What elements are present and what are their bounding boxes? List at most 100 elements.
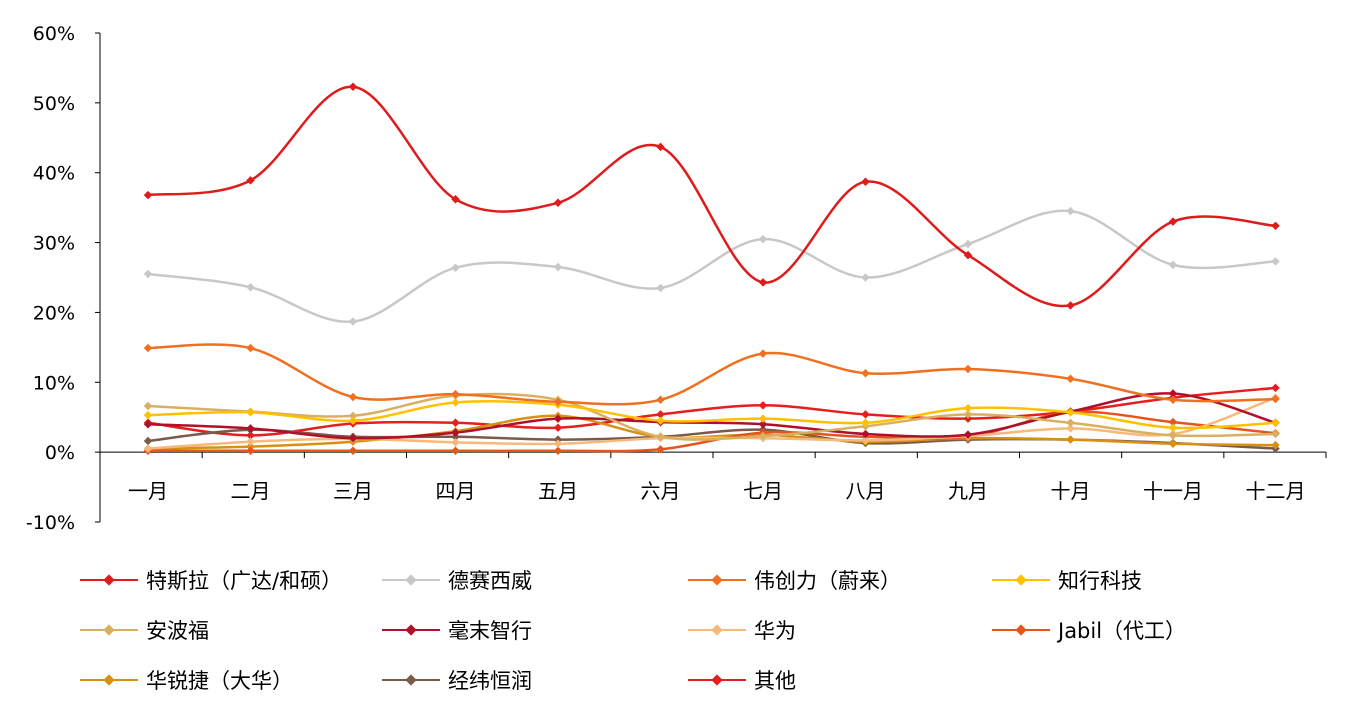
data-point	[1271, 440, 1280, 450]
data-point	[1168, 423, 1178, 432]
data-point	[348, 416, 358, 425]
data-point	[553, 446, 563, 455]
data-point	[348, 82, 358, 92]
data-point	[143, 444, 153, 453]
data-point	[1066, 374, 1075, 384]
y-tick-label: -10%	[26, 512, 75, 534]
legend-item: 华为	[688, 610, 796, 650]
series-0	[143, 82, 1280, 310]
data-point	[1271, 257, 1280, 266]
legend-swatch	[992, 623, 1050, 637]
legend-item: 安波福	[80, 610, 209, 650]
x-axis: 一月 二月 三月 四月 五月 六月 七月 八月 九月 十月 十一月 十二月	[99, 451, 1327, 503]
series-line	[147, 392, 1276, 440]
data-point	[348, 433, 358, 443]
data-point	[143, 401, 153, 411]
data-point	[758, 419, 768, 429]
series-line	[147, 399, 1276, 430]
legend-swatch	[80, 673, 138, 687]
data-point	[451, 418, 460, 428]
data-point	[861, 418, 870, 428]
data-point	[656, 142, 665, 152]
x-tick-label: 六月	[641, 479, 681, 503]
data-point	[348, 392, 358, 402]
data-point	[1271, 418, 1280, 428]
data-point	[246, 343, 255, 353]
data-point	[1168, 389, 1178, 398]
data-point	[143, 436, 153, 446]
data-point	[246, 408, 255, 417]
legend-label: 知行科技	[1058, 569, 1142, 593]
data-point	[246, 176, 255, 185]
data-point	[246, 283, 255, 292]
line-chart: -10% 0% 10% 20% 30% 40% 50% 60% 一月 二月 三月 四月 五月 六月 七月 八…	[26, 23, 1327, 534]
data-point	[143, 419, 153, 429]
data-point	[963, 239, 973, 249]
data-point	[1066, 301, 1075, 310]
data-point	[963, 403, 973, 413]
data-point	[1066, 424, 1075, 433]
series-lines	[143, 82, 1280, 455]
data-point	[451, 438, 460, 447]
data-point	[1168, 417, 1178, 427]
data-point	[143, 190, 153, 200]
series-4	[143, 391, 1280, 442]
data-point	[963, 430, 973, 439]
data-point	[451, 428, 460, 437]
data-point	[656, 395, 665, 404]
data-point	[1168, 217, 1178, 226]
data-point	[553, 262, 563, 272]
data-point	[246, 437, 255, 446]
data-point	[451, 263, 460, 272]
x-tick-label: 五月	[538, 479, 578, 503]
data-point	[1271, 429, 1280, 439]
legend-swatch	[382, 673, 440, 687]
y-axis: -10% 0% 10% 20% 30% 40% 50% 60%	[26, 23, 101, 534]
legend-label: 德赛西威	[448, 569, 532, 593]
series-line	[147, 343, 1276, 406]
data-point	[553, 397, 563, 407]
data-point	[758, 401, 768, 410]
data-point	[1066, 435, 1075, 444]
legend-item: 华锐捷（大华）	[80, 660, 293, 700]
x-tick-label: 十二月	[1246, 479, 1306, 503]
data-point	[451, 389, 460, 399]
data-point	[656, 445, 665, 454]
data-point	[861, 368, 870, 378]
legend-label: 其他	[754, 669, 796, 693]
x-tick-label: 四月	[436, 479, 476, 503]
data-point	[246, 446, 255, 455]
x-tick-label: 八月	[846, 479, 886, 503]
data-point	[1066, 418, 1075, 428]
data-point	[143, 410, 153, 420]
x-tick-label: 七月	[743, 479, 783, 503]
data-point	[143, 269, 153, 279]
data-point	[451, 398, 460, 407]
data-point	[553, 198, 563, 207]
data-point	[1168, 260, 1178, 270]
legend-label: 安波福	[146, 619, 209, 643]
legend-item: 经纬恒润	[382, 660, 532, 700]
data-point	[861, 410, 870, 419]
legend-item: 毫末智行	[382, 610, 532, 650]
x-tick-label: 十一月	[1143, 479, 1203, 503]
legend-label: 特斯拉（广达/和硕）	[146, 569, 343, 593]
legend-item: 德赛西威	[382, 560, 532, 600]
legend-label: 伟创力（蔚来）	[754, 569, 901, 593]
y-tick-label: 20%	[33, 302, 75, 324]
y-tick-label: 50%	[33, 93, 75, 115]
y-tick-label: 40%	[33, 163, 75, 185]
series-line	[147, 85, 1276, 308]
data-point	[861, 429, 870, 439]
legend-swatch	[688, 623, 746, 637]
data-point	[1066, 408, 1075, 417]
data-point	[861, 273, 870, 282]
data-point	[656, 283, 665, 293]
legend-label: 经纬恒润	[448, 669, 532, 693]
data-point	[861, 177, 870, 187]
legend-swatch	[80, 573, 138, 587]
data-point	[1271, 383, 1280, 393]
x-tick-label: 一月	[128, 479, 168, 503]
data-point	[1168, 439, 1178, 449]
legend-label: Jabil（代工）	[1058, 619, 1187, 643]
